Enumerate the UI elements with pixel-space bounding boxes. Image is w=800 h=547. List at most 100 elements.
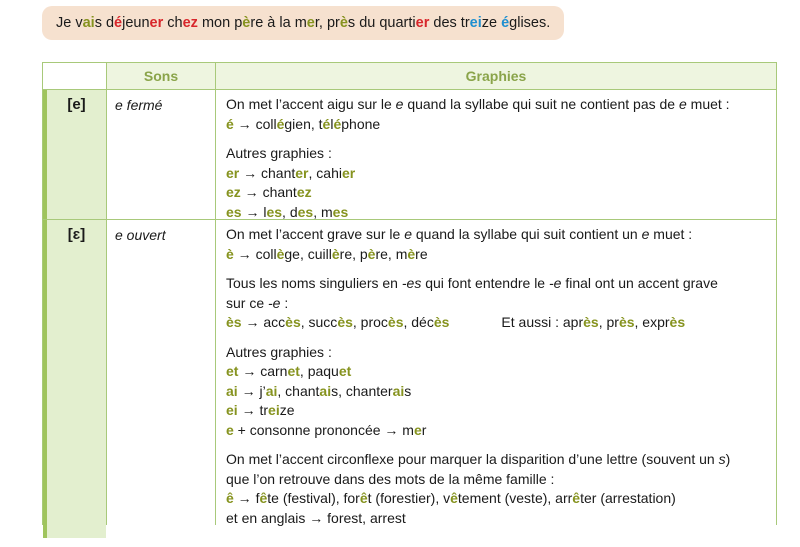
graphie-text: ai: [226, 382, 238, 399]
graphie-text: é: [226, 115, 234, 132]
graphie-text: phone: [341, 115, 381, 132]
graphie-text: è: [407, 245, 416, 262]
banner-text: s: [94, 15, 106, 31]
graphie-text: ê: [450, 490, 458, 506]
banner-text: ei: [469, 15, 482, 31]
graphie-text: e: [413, 421, 422, 438]
graphie-text: , chant: [277, 382, 320, 399]
graphie-text: re, m: [375, 245, 408, 262]
graphie-text: s: [404, 382, 412, 399]
graphie-text: re: [415, 245, 428, 262]
graphie-text: ès: [618, 314, 635, 330]
graphie-text: é: [322, 115, 331, 132]
graphie-text: ai: [319, 382, 332, 399]
graphie-text: et: [287, 363, 300, 379]
graphie-text: → acc: [241, 314, 286, 330]
graphie-text: → tr: [237, 402, 269, 418]
graphie-text: , m: [313, 203, 333, 220]
graphie-text: ê: [572, 490, 581, 506]
graphie-text: s, chanter: [331, 382, 393, 399]
graphie-text: e: [678, 96, 687, 112]
graphie-line: Tous les noms singuliers en -es qui font…: [226, 274, 776, 294]
graphie-text: e: [395, 96, 404, 112]
graphie-text: er: [341, 164, 356, 181]
graphies-e-ferme: On met l’accent aigu sur le e quand la s…: [216, 90, 776, 220]
graphie-text: muet :: [649, 226, 693, 242]
graphie-line: er → chanter, cahier: [226, 164, 776, 184]
graphie-text: es: [332, 203, 349, 220]
graphie-text: quand la syllabe qui suit ne contient pa…: [403, 96, 679, 112]
graphie-block: Tous les noms singuliers en -es qui font…: [226, 274, 776, 333]
graphie-text: -e: [548, 275, 562, 291]
graphie-text: , succ: [300, 314, 338, 330]
banner-text: des tr: [429, 15, 470, 31]
header-sons: Sons: [107, 63, 215, 89]
banner-text: è: [242, 15, 251, 31]
graphie-block: On met l’accent circonflexe pour marquer…: [226, 450, 776, 528]
graphie-text: Et aussi : apr: [501, 314, 584, 330]
graphie-text: r: [421, 421, 427, 438]
graphie-line: Autres graphies :: [226, 343, 776, 363]
graphie-text: è: [276, 245, 285, 262]
graphie-text: ès: [285, 314, 301, 330]
graphie-text: ê: [226, 490, 234, 506]
banner-text: er: [149, 15, 164, 31]
graphie-text: ei: [268, 402, 280, 418]
graphie-text: ê: [359, 490, 368, 506]
graphie-text: es: [226, 203, 242, 220]
graphie-text: -e: [268, 294, 281, 311]
phoneme-e-ouvert: [ɛ]: [43, 220, 106, 538]
son-label: e fermé: [115, 97, 163, 113]
graphie-text: , proc: [352, 314, 388, 330]
graphie-text: :: [280, 294, 289, 311]
banner-text: d: [105, 15, 115, 31]
graphie-text: , cahi: [308, 164, 342, 181]
graphie-text: On met l’accent aigu sur le: [226, 96, 396, 112]
graphie-text: t (forestier), v: [367, 490, 451, 506]
graphie-line: es → les, des, mes: [226, 203, 776, 223]
banner-text: re à la m: [250, 15, 307, 31]
graphie-line: e + consonne prononcée → mer: [226, 421, 776, 441]
graphie-text: → l: [241, 203, 267, 220]
graphie-text: , paqu: [299, 363, 339, 379]
graphie-text: es: [297, 203, 314, 220]
graphie-text: → f: [233, 490, 260, 506]
banner-text: ch: [163, 15, 183, 31]
graphie-text: es: [266, 203, 283, 220]
graphie-text: er: [295, 164, 309, 181]
example-sentence-banner: Je vais déjeuner chez mon père à la mer,…: [42, 6, 564, 40]
banner-text: è: [339, 15, 348, 31]
graphie-text: ès: [669, 314, 686, 330]
graphie-text: → coll: [233, 245, 277, 262]
graphie-text: , déc: [403, 314, 434, 330]
graphie-line: sur ce -e :: [226, 294, 776, 314]
graphie-text: ès: [226, 314, 242, 330]
graphie-text: l: [330, 115, 334, 132]
graphie-text: ès: [337, 314, 353, 330]
graphie-text: On met l’accent grave sur le: [226, 226, 405, 242]
graphie-text: et: [338, 363, 352, 379]
graphie-text: te (festival), for: [267, 490, 360, 506]
graphie-line: que l’on retrouve dans des mots de la mê…: [226, 470, 776, 490]
graphies-e-ouvert: On met l’accent grave sur le e quand la …: [216, 220, 776, 538]
graphie-text: , expr: [634, 314, 670, 330]
graphie-text: → j’: [237, 382, 266, 399]
graphie-text: ez: [296, 184, 312, 200]
banner-text: Je v: [56, 15, 83, 31]
banner-text: glises.: [509, 15, 551, 31]
graphie-text: è: [226, 245, 234, 262]
banner-text: r, pr: [314, 15, 340, 31]
phoneme-e-ferme: [e]: [43, 90, 106, 219]
graphie-text: + consonne prononcée → m: [233, 421, 414, 438]
graphie-text: final ont un accent grave: [561, 275, 718, 291]
graphie-text: ze: [279, 402, 295, 418]
header-graphies: Graphies: [216, 63, 776, 89]
graphie-text: muet :: [686, 96, 730, 112]
graphie-text: ès: [583, 314, 599, 330]
graphie-text: → chant: [239, 164, 296, 181]
graphie-text: → chant: [240, 184, 297, 200]
graphie-text: è: [367, 245, 376, 262]
graphie-text: Autres graphies :: [226, 343, 332, 360]
graphie-line: On met l’accent grave sur le e quand la …: [226, 225, 776, 245]
graphie-line: ez → chantez: [226, 183, 776, 203]
